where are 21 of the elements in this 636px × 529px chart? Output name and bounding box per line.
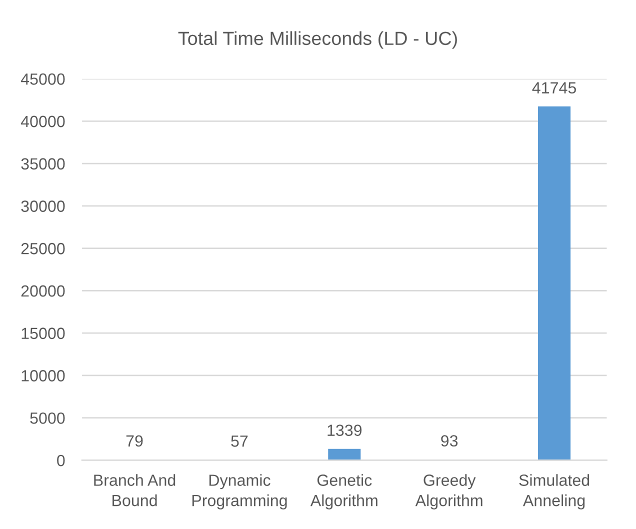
x-tick-label: Greedy Algorithm bbox=[415, 474, 482, 510]
y-tick-label: 40000 bbox=[20, 116, 65, 128]
data-label: 79 bbox=[126, 435, 143, 447]
chart-title: Total Time Milliseconds (LD - UC) bbox=[178, 31, 457, 49]
y-tick-label: 35000 bbox=[21, 158, 65, 170]
x-tick-label: Genetic Algorithm bbox=[310, 474, 378, 510]
y-tick-label: 5000 bbox=[30, 412, 65, 424]
data-label: 93 bbox=[441, 435, 458, 447]
y-tick-label: 0 bbox=[57, 454, 65, 466]
y-tick-label: 20000 bbox=[21, 285, 65, 297]
data-label: 41745 bbox=[532, 82, 576, 94]
y-tick-label: 10000 bbox=[22, 370, 65, 382]
x-tick-label: Simulated Anneling bbox=[519, 474, 590, 510]
y-tick-label: 25000 bbox=[21, 242, 65, 254]
x-tick-label: Dynamic Programming bbox=[192, 474, 287, 510]
data-label: 1339 bbox=[328, 424, 362, 436]
y-tick-label: 15000 bbox=[22, 328, 65, 340]
x-tick-label: Branch And Bound bbox=[94, 474, 176, 506]
y-tick-label: 30000 bbox=[21, 200, 65, 212]
y-tick-label: 45000 bbox=[20, 73, 65, 85]
data-label: 57 bbox=[231, 436, 248, 447]
